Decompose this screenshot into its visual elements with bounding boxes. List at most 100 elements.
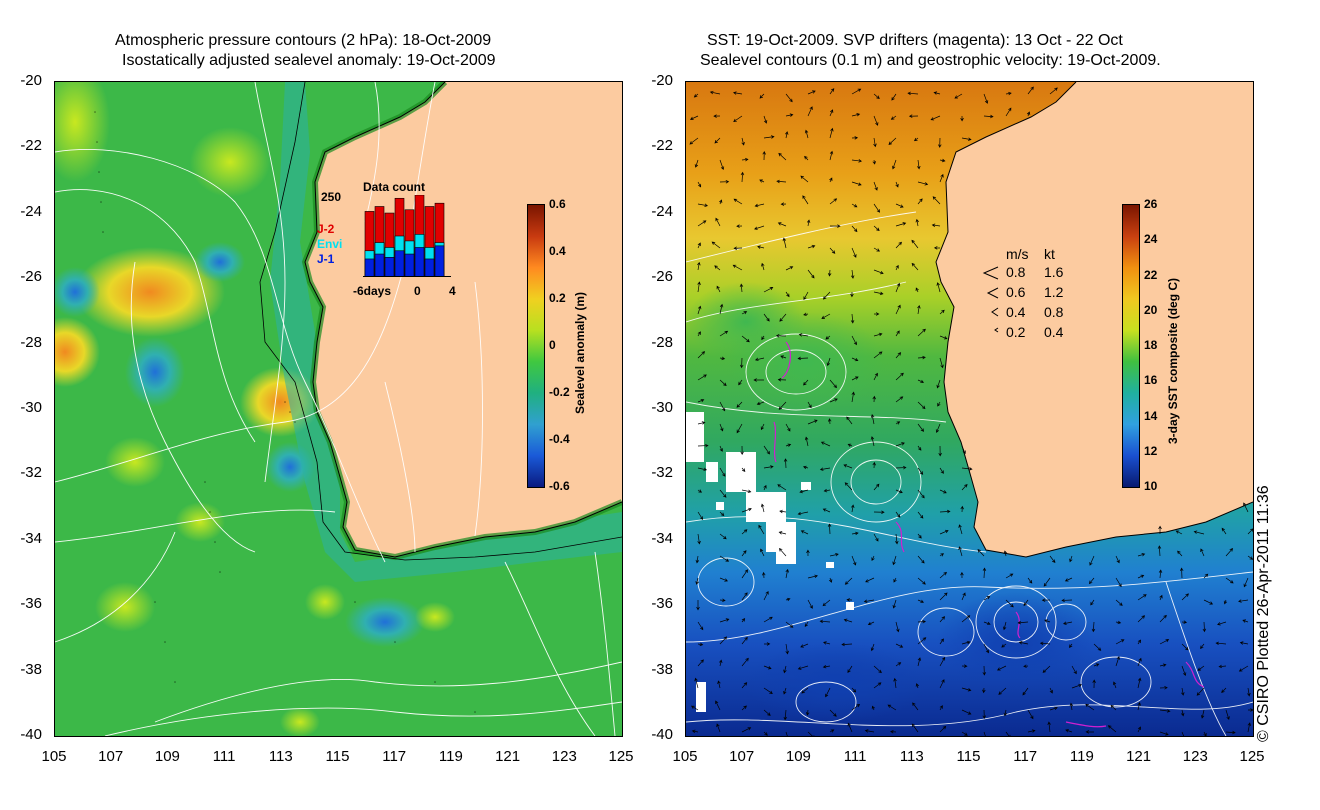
velocity-arrow (801, 687, 809, 694)
velocity-arrow (1225, 548, 1234, 557)
velocity-arrow (807, 574, 818, 579)
velocity-arrow (697, 331, 701, 337)
right-lon-tick: 109 (785, 748, 811, 765)
velocity-arrow (719, 199, 723, 205)
velocity-arrow (763, 313, 770, 322)
velocity-arrow (785, 131, 789, 139)
velocity-arrow (1238, 599, 1249, 603)
left-lon-tick: 109 (154, 748, 180, 765)
velocity-arrow (873, 181, 878, 191)
velocity-arrow (892, 159, 897, 170)
velocity-arrow (1181, 665, 1187, 677)
velocity-arrow (1159, 709, 1171, 713)
velocity-arrow (847, 722, 853, 733)
left-lat-tick: -32 (20, 464, 42, 482)
velocity-arrow (762, 151, 766, 161)
velocity-arrow (960, 571, 964, 579)
data-count-axis-zero: 0 (414, 284, 421, 298)
right-lon-tick: 121 (1126, 748, 1152, 765)
velocity-arrow (1159, 686, 1168, 690)
velocity-arrow (915, 287, 919, 293)
velocity-arrow (763, 642, 771, 646)
velocity-arrow (939, 357, 944, 369)
velocity-arrow (736, 423, 743, 434)
velocity-arrow (741, 592, 748, 601)
velocity-arrow (741, 137, 745, 146)
velocity-arrow (890, 115, 897, 120)
velocity-arrow (935, 423, 941, 433)
velocity-arrow (961, 664, 968, 668)
velocity-arrow (865, 577, 875, 583)
velocity-arrow (863, 599, 875, 603)
velocity-arrow (895, 372, 904, 381)
right-lon-tick: 105 (672, 748, 698, 765)
velocity-arrow (733, 246, 743, 250)
velocity-arrow (822, 664, 831, 669)
velocity-arrow (760, 503, 765, 513)
western-australia-land-sst (936, 82, 1253, 557)
velocity-arrow (785, 93, 793, 103)
velocity-arrow (888, 137, 897, 145)
data-count-bars (363, 195, 451, 277)
sealevel-colorbar (527, 204, 545, 488)
right-map-frame (685, 81, 1254, 737)
left-lat-tick: -38 (20, 660, 42, 678)
velocity-arrow (887, 704, 897, 711)
velocity-arrow (689, 137, 699, 145)
velocity-arrow (895, 181, 899, 188)
velocity-arrow (982, 709, 986, 720)
velocity-arrow (917, 328, 926, 337)
velocity-arrow (763, 115, 768, 124)
velocity-arrow (939, 656, 946, 667)
velocity-arrow (719, 467, 726, 477)
velocity-arrow (892, 555, 897, 566)
velocity-arrow (806, 549, 810, 557)
velocity-legend-ms-1: 0.6 (1006, 284, 1026, 300)
velocity-arrow (1041, 598, 1051, 602)
velocity-arrow (917, 577, 926, 585)
velocity-arrow (1181, 620, 1188, 624)
velocity-arrow (778, 152, 787, 161)
velocity-arrow (775, 334, 787, 338)
velocity-arrow (697, 203, 709, 207)
velocity-arrow (694, 159, 699, 168)
velocity-arrow (917, 401, 926, 410)
velocity-arrow (1027, 577, 1033, 584)
velocity-arrow (711, 241, 721, 249)
left-lat-tick: -22 (20, 137, 42, 155)
velocity-arrow (961, 709, 972, 715)
velocity-arrow (1049, 706, 1058, 711)
velocity-arrow (917, 657, 922, 667)
velocity-legend-ms-2: 0.4 (1006, 304, 1026, 320)
sealevel-contours (685, 211, 1254, 737)
velocity-arrow (1181, 709, 1185, 717)
velocity-arrow (825, 687, 831, 698)
velocity-arrow (783, 665, 787, 674)
velocity-arrow (819, 619, 831, 624)
velocity-arrow (870, 414, 875, 425)
velocity-arrow (851, 555, 857, 566)
velocity-arrow (895, 662, 902, 667)
velocity-arrow (823, 488, 831, 493)
velocity-arrow (895, 222, 907, 227)
velocity-arrow (895, 511, 901, 518)
velocity-arrow (1181, 593, 1189, 601)
velocity-arrow (917, 637, 927, 645)
sst-colorbar-tick: 26 (1144, 197, 1158, 211)
velocity-arrow (715, 217, 721, 227)
velocity-arrow (1093, 643, 1102, 651)
velocity-arrow (697, 305, 702, 315)
velocity-arrow (1115, 599, 1123, 606)
left-lon-tick: 115 (325, 748, 350, 765)
velocity-arrow (1049, 687, 1053, 694)
right-lon-tick: 125 (1239, 748, 1265, 765)
velocity-arrow (873, 332, 883, 337)
velocity-arrow (1062, 621, 1073, 625)
velocity-arrow (1159, 639, 1170, 645)
velocity-arrow (1200, 548, 1205, 557)
velocity-arrow (1137, 726, 1141, 733)
velocity-arrow (756, 401, 765, 406)
velocity-arrow (890, 730, 897, 734)
velocity-arrow (1177, 550, 1183, 557)
velocity-arrow (760, 423, 765, 431)
